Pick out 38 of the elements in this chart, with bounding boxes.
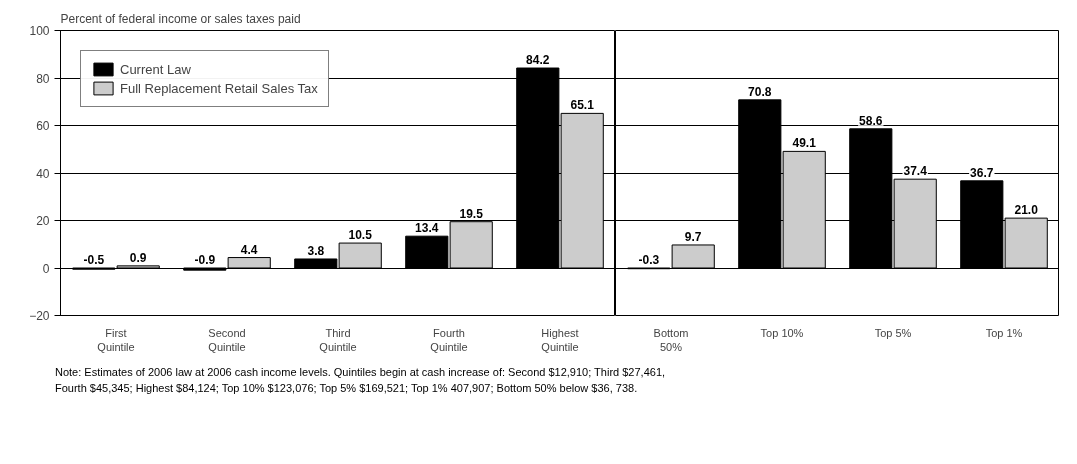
data-label: 70.8 bbox=[748, 84, 772, 99]
data-label: 84.2 bbox=[526, 53, 550, 68]
y-tick-label: −20 bbox=[29, 309, 50, 323]
data-label: 19.5 bbox=[459, 206, 484, 221]
y-axis-title: Percent of federal income or sales taxes paid bbox=[60, 11, 301, 26]
x-tick-label: Second Quintile bbox=[208, 326, 246, 353]
data-label: 49.1 bbox=[792, 136, 817, 151]
x-tick-label: Top 10% bbox=[760, 326, 804, 339]
x-tick-label: Highest Quintile bbox=[541, 326, 579, 353]
y-tick-label: 100 bbox=[29, 24, 50, 38]
data-label: -0.5 bbox=[83, 253, 105, 267]
data-label: 10.5 bbox=[348, 228, 373, 243]
y-tick-label: 40 bbox=[36, 166, 50, 181]
text: Note: Estimates of 2006 law at 2006 cash income levels. Quintiles begin at cash increase of: Second $12,910; Third $27,461, Fourth $45,345; Highest $84,124; Top 10% $123,076; Top 5% $169,521; Top 1% 407,907; Bottom 50% below $36, 738. bbox=[55, 365, 666, 396]
data-label: 9.7 bbox=[684, 229, 702, 244]
legend-label: Current Law bbox=[120, 61, 191, 77]
data-label: 13.4 bbox=[415, 221, 439, 236]
y-tick-label: 20 bbox=[36, 214, 50, 228]
data-label: 0.9 bbox=[129, 250, 147, 265]
y-tick-label: 0 bbox=[42, 261, 50, 276]
x-tick-label: First Quintile bbox=[97, 326, 135, 353]
y-tick-label: 60 bbox=[36, 119, 50, 133]
y-tick-label: 80 bbox=[36, 71, 50, 86]
data-label: 36.7 bbox=[970, 165, 994, 180]
data-label: 4.4 bbox=[240, 242, 258, 257]
data-label: -0.9 bbox=[194, 253, 216, 267]
x-tick-label: Third Quintile bbox=[319, 326, 357, 353]
x-tick-label: Top 1% bbox=[985, 326, 1023, 339]
x-tick-label: Bottom 50% bbox=[653, 326, 689, 353]
data-label: 3.8 bbox=[307, 243, 325, 258]
legend-label: Full Replacement Retail Sales Tax bbox=[120, 80, 318, 96]
x-tick-label: Top 5% bbox=[874, 326, 912, 339]
data-label: 58.6 bbox=[859, 113, 883, 128]
x-tick-label: Fourth Quintile bbox=[430, 326, 468, 353]
data-label: 21.0 bbox=[1014, 203, 1039, 218]
data-label: -0.3 bbox=[638, 253, 660, 267]
data-label: 37.4 bbox=[903, 164, 928, 179]
data-label: 65.1 bbox=[570, 98, 595, 113]
